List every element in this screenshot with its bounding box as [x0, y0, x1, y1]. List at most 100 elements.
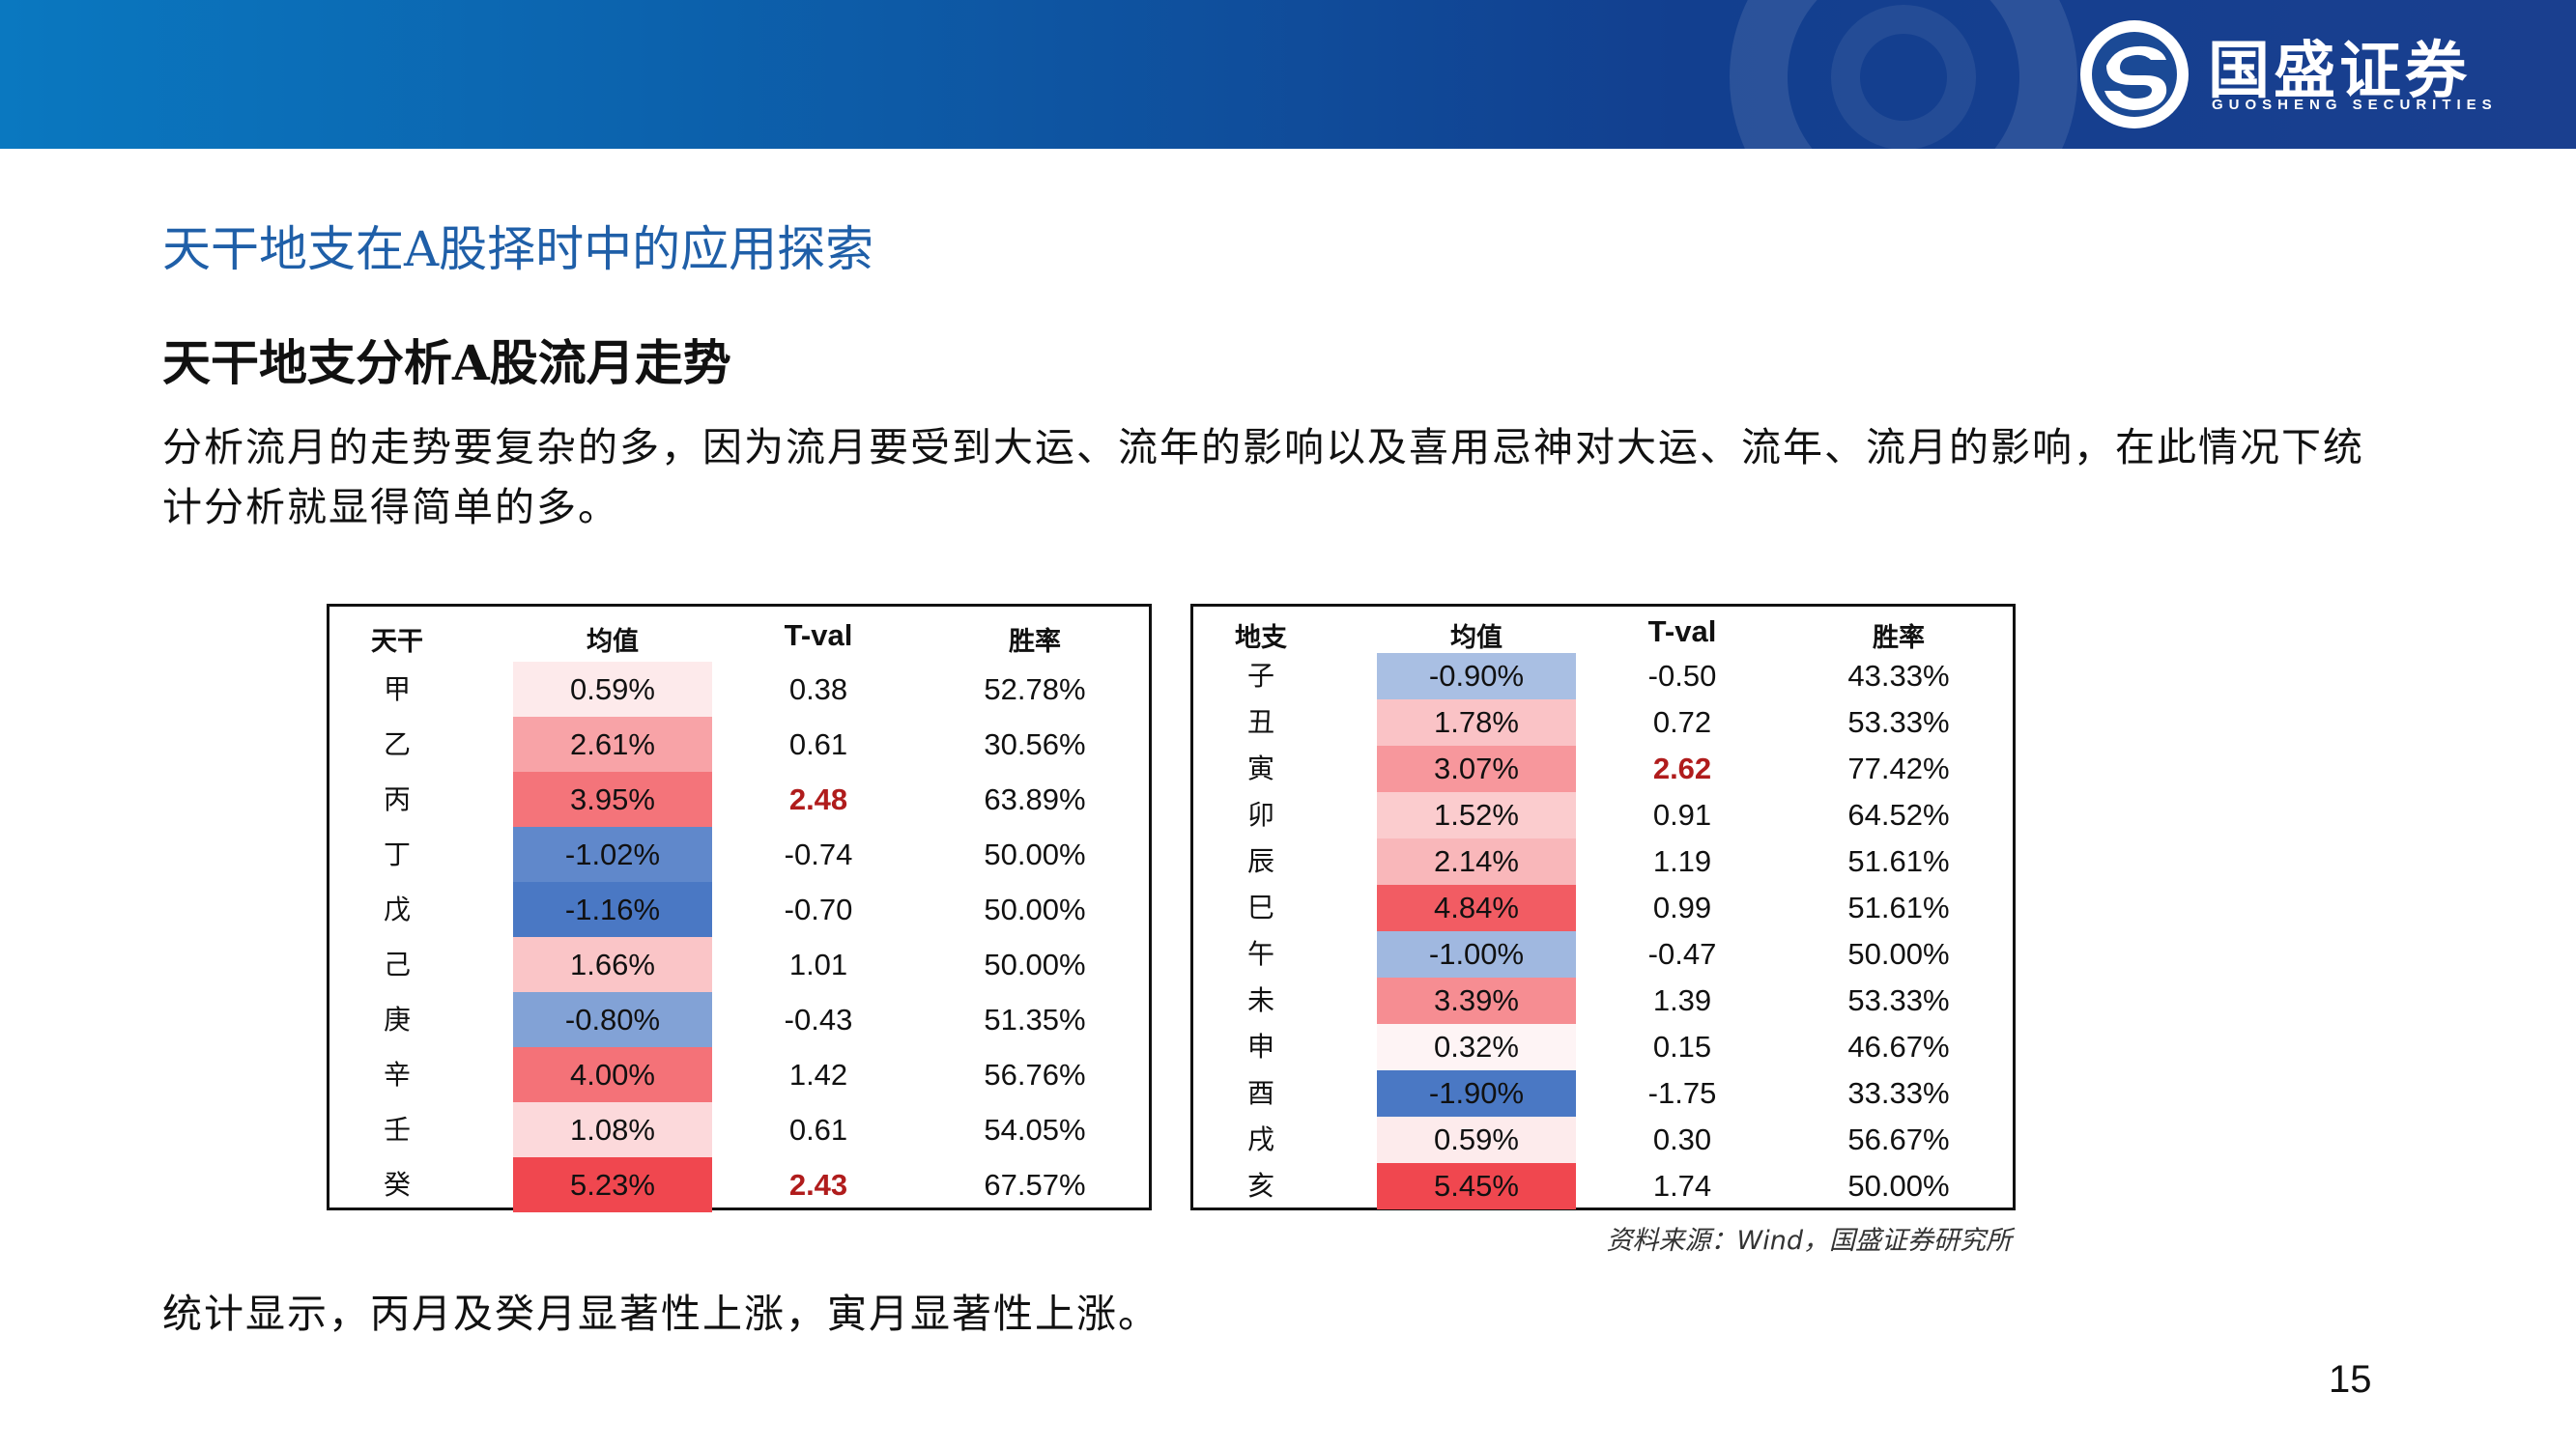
tval-value: -0.50	[1647, 659, 1717, 693]
row-label: 酉	[1246, 1077, 1274, 1109]
header-label: 天干	[371, 627, 423, 657]
mean-value: 1.08%	[570, 1113, 655, 1147]
tval-value: -0.74	[784, 838, 853, 871]
page-number: 15	[2329, 1358, 2372, 1401]
mean-value: 1.66%	[570, 948, 655, 981]
brand-name-en: GUOSHENG SECURITIES	[2212, 97, 2498, 113]
mean-heat-cell	[513, 882, 712, 937]
winrate-value: 50.00%	[1847, 937, 1950, 971]
row-label: 未	[1246, 984, 1274, 1016]
mean-value: -1.16%	[564, 893, 661, 926]
winrate-value: 53.33%	[1847, 705, 1950, 739]
mean-value: 3.95%	[570, 782, 655, 816]
row-label: 丁	[383, 838, 411, 870]
winrate-value: 30.56%	[984, 727, 1086, 761]
winrate-value: 56.67%	[1847, 1122, 1950, 1156]
conclusion-text: 统计显示，丙月及癸月显著性上涨，寅月显著性上涨。	[162, 1291, 1159, 1337]
source-note: 资料来源：Wind，国盛证券研究所	[1606, 1226, 2012, 1256]
row-label: 戊	[383, 894, 411, 925]
row-label: 亥	[1246, 1170, 1274, 1202]
winrate-value: 46.67%	[1847, 1030, 1950, 1064]
header-label: 地支	[1235, 623, 1287, 653]
header-mean: 均值	[587, 627, 639, 657]
tval-value: 1.42	[788, 1058, 848, 1092]
header-tval: T-val	[784, 618, 853, 652]
row-label: 子	[1246, 660, 1274, 692]
tval-value: 0.61	[788, 727, 848, 761]
mean-value: -1.00%	[1428, 937, 1525, 971]
row-label: 戌	[1246, 1123, 1274, 1155]
mean-heat-cell	[1377, 838, 1576, 885]
mean-heat-cell	[1377, 1117, 1576, 1163]
winrate-value: 50.00%	[984, 838, 1086, 871]
mean-value: -0.90%	[1428, 659, 1525, 693]
mean-heat-cell	[1377, 746, 1576, 792]
mean-heat-cell	[513, 717, 712, 772]
logo-icon	[2080, 20, 2189, 128]
winrate-value: 51.35%	[984, 1003, 1086, 1037]
row-label: 辰	[1246, 845, 1274, 877]
mean-value: 2.61%	[570, 727, 655, 761]
winrate-value: 77.42%	[1847, 752, 1950, 785]
winrate-value: 50.00%	[984, 948, 1086, 981]
tval-value: 1.19	[1652, 844, 1712, 878]
tval-value: 1.01	[788, 948, 848, 981]
winrate-value: 52.78%	[984, 672, 1086, 706]
mean-heat-cell	[513, 1157, 712, 1212]
tval-value: -1.75	[1647, 1076, 1717, 1110]
tval-value: 0.61	[788, 1113, 848, 1147]
header-winrate: 胜率	[1873, 623, 1925, 653]
mean-heat-cell	[1377, 1024, 1576, 1070]
dizhi-table: 地支 均值 T-val 胜率 子 -0.90% -0.50 43.33% 丑 1.78% 0…	[1190, 604, 2016, 1210]
tval-value: 0.30	[1652, 1122, 1712, 1156]
tval-value: 2.48	[788, 782, 848, 816]
tval-value: 0.99	[1652, 891, 1712, 924]
page-title: 天干地支分析A股流月走势	[162, 334, 731, 391]
mean-heat-cell	[1377, 1070, 1576, 1117]
brand-name-cn: 国盛证券	[2208, 36, 2471, 107]
row-label: 寅	[1246, 753, 1274, 784]
mean-value: 3.39%	[1434, 983, 1519, 1017]
mean-value: 2.14%	[1434, 844, 1519, 878]
winrate-value: 67.57%	[984, 1168, 1086, 1202]
mean-value: 1.52%	[1434, 798, 1519, 832]
header-tval: T-val	[1647, 614, 1717, 648]
row-label: 丑	[1246, 706, 1274, 738]
mean-heat-cell	[1377, 699, 1576, 746]
winrate-value: 64.52%	[1847, 798, 1950, 832]
body-paragraph: 分析流月的走势要复杂的多，因为流月要受到大运、流年的影响以及喜用忌神对大运、流年…	[162, 424, 2364, 530]
tval-value: 0.38	[788, 672, 848, 706]
header-winrate: 胜率	[1009, 627, 1061, 657]
mean-heat-cell	[1377, 1163, 1576, 1209]
row-label: 甲	[383, 673, 411, 705]
mean-heat-cell	[1377, 885, 1576, 931]
row-label: 辛	[383, 1059, 411, 1091]
winrate-value: 56.76%	[984, 1058, 1086, 1092]
row-label: 午	[1246, 938, 1274, 970]
mean-value: 4.84%	[1434, 891, 1519, 924]
mean-value: 5.23%	[570, 1168, 655, 1202]
mean-value: 0.59%	[1434, 1122, 1519, 1156]
row-label: 卯	[1246, 799, 1274, 831]
winrate-value: 50.00%	[1847, 1169, 1950, 1203]
mean-heat-cell	[513, 772, 712, 827]
header-decoration	[1730, 0, 2077, 149]
row-label: 庚	[383, 1004, 411, 1036]
mean-value: 1.78%	[1434, 705, 1519, 739]
mean-value: 4.00%	[570, 1058, 655, 1092]
mean-value: -1.02%	[564, 838, 661, 871]
mean-value: 3.07%	[1434, 752, 1519, 785]
tval-value: 0.72	[1652, 705, 1712, 739]
mean-heat-cell	[513, 827, 712, 882]
row-label: 己	[383, 949, 411, 980]
mean-value: 5.45%	[1434, 1169, 1519, 1203]
row-label: 癸	[383, 1169, 411, 1201]
winrate-value: 63.89%	[984, 782, 1086, 816]
tval-value: 1.39	[1652, 983, 1712, 1017]
tval-value: 2.62	[1652, 752, 1712, 785]
header-mean: 均值	[1450, 623, 1503, 653]
mean-heat-cell	[1377, 792, 1576, 838]
tval-value: 1.74	[1652, 1169, 1712, 1203]
winrate-value: 51.61%	[1847, 891, 1950, 924]
section-title: 天干地支在A股择时中的应用探索	[162, 221, 874, 277]
